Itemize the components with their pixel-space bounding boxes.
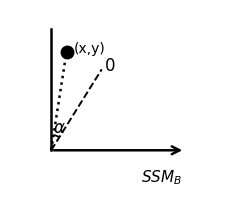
Text: α: α bbox=[54, 119, 65, 137]
Text: $SSM_B$: $SSM_B$ bbox=[140, 169, 181, 187]
Text: (x,y): (x,y) bbox=[74, 42, 106, 56]
Text: 0: 0 bbox=[105, 57, 115, 75]
